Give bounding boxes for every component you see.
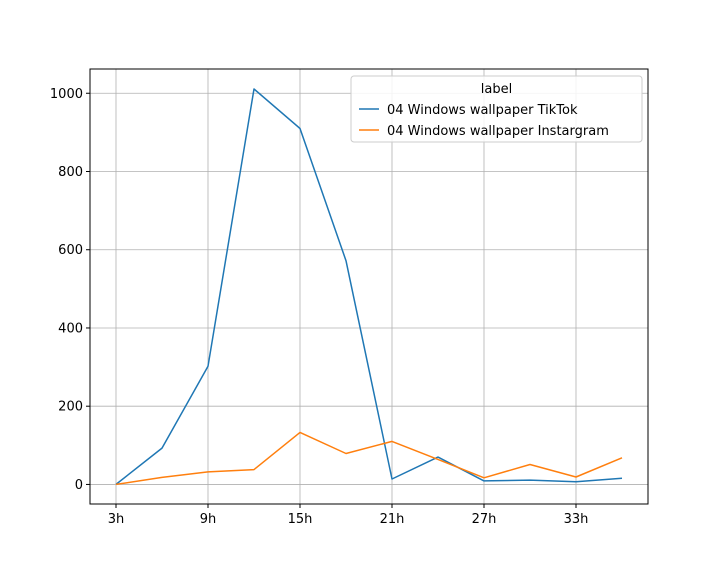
series-lines	[115, 88, 623, 486]
y-tick-label: 600	[58, 243, 83, 258]
plot-frame	[89, 68, 649, 505]
y-tick-label: 0	[75, 478, 83, 493]
legend-label-0: 04 Windows wallpaper TikTok	[387, 103, 578, 118]
x-tick-label: 33h	[564, 512, 589, 527]
x-tick-label: 15h	[288, 512, 313, 527]
legend-title: label	[481, 82, 512, 97]
x-tick-label: 21h	[380, 512, 405, 527]
y-tick-label: 200	[58, 400, 83, 415]
y-tick-label: 1000	[50, 87, 83, 102]
y-tick-label: 400	[58, 321, 83, 336]
series-line-0	[115, 88, 623, 485]
x-tick-label: 3h	[108, 512, 125, 527]
legend-box	[350, 75, 643, 143]
x-tick-label: 9h	[200, 512, 217, 527]
legend-label-1: 04 Windows wallpaper Instargram	[387, 124, 609, 139]
legend-items: 04 Windows wallpaper TikTok 04 Windows wa…	[359, 103, 609, 139]
y-tick-label: 800	[58, 165, 83, 180]
series-line-1	[115, 431, 623, 486]
x-tick-label: 27h	[472, 512, 497, 527]
axis-ticks: 3h 9h 15h 21h 27h 33h 0 200 400 600 800 1000	[50, 87, 588, 527]
